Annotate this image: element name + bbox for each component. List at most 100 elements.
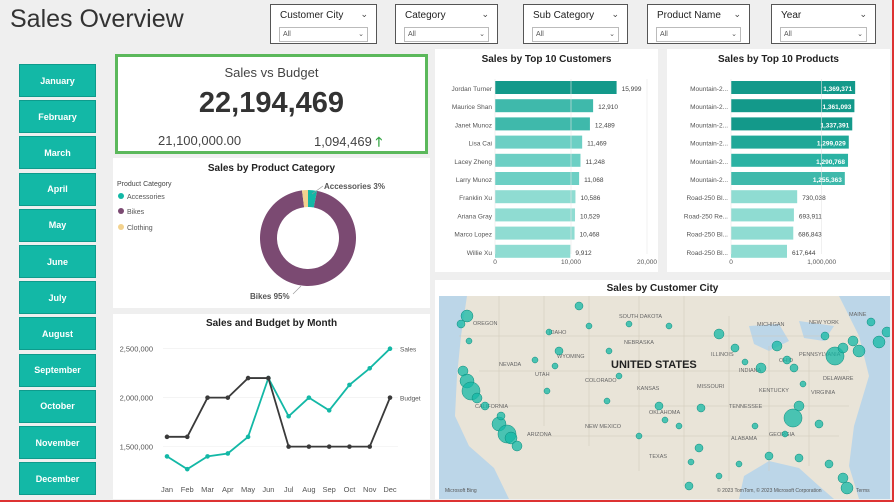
bar[interactable] — [731, 208, 794, 222]
series-point[interactable] — [286, 413, 291, 419]
series-point[interactable] — [347, 382, 352, 388]
city-bubble[interactable] — [480, 401, 490, 411]
bar[interactable] — [495, 153, 581, 167]
city-bubble[interactable] — [755, 362, 767, 374]
city-bubble[interactable] — [781, 430, 789, 438]
series-point[interactable] — [367, 444, 373, 449]
month-button-july[interactable]: July — [19, 281, 96, 315]
city-bubble[interactable] — [496, 411, 506, 421]
bar[interactable] — [495, 99, 594, 113]
city-bubble[interactable] — [872, 335, 886, 349]
city-bubble[interactable] — [574, 301, 584, 311]
series-point[interactable] — [164, 454, 170, 459]
city-bubble[interactable] — [782, 355, 792, 365]
series-line-budget[interactable] — [167, 377, 391, 448]
series-point[interactable] — [367, 365, 373, 371]
series-point[interactable] — [225, 395, 231, 400]
chevron-down-icon[interactable]: ⌄ — [360, 9, 368, 19]
donut-slice-clothing[interactable] — [301, 190, 308, 208]
city-bubble[interactable] — [814, 419, 824, 429]
bar[interactable] — [731, 99, 855, 113]
month-button-september[interactable]: September — [19, 353, 96, 387]
city-bubble[interactable] — [866, 317, 876, 327]
chevron-down-icon[interactable]: ⌄ — [481, 9, 489, 19]
bar[interactable] — [731, 172, 845, 185]
city-bubble[interactable] — [881, 326, 890, 338]
city-bubble[interactable] — [715, 472, 723, 480]
chevron-down-icon[interactable]: ⌄ — [611, 9, 619, 19]
city-bubble[interactable] — [585, 322, 593, 330]
month-button-march[interactable]: March — [19, 136, 96, 170]
series-point[interactable] — [387, 346, 393, 351]
series-point[interactable] — [205, 454, 210, 459]
slicer-dropdown[interactable]: All ⌄ — [279, 27, 368, 42]
series-point[interactable] — [306, 395, 312, 400]
city-bubble[interactable] — [799, 380, 807, 388]
city-bubble[interactable] — [751, 422, 759, 430]
city-bubble[interactable] — [735, 460, 743, 468]
bar[interactable] — [731, 153, 849, 167]
city-bubble[interactable] — [789, 363, 799, 373]
slicer-year[interactable]: Year ⌄ All ⌄ — [771, 4, 876, 44]
month-button-june[interactable]: June — [19, 245, 96, 278]
city-bubble[interactable] — [794, 453, 804, 463]
city-bubble[interactable] — [471, 392, 483, 404]
city-bubble[interactable] — [824, 459, 834, 469]
city-bubble[interactable] — [771, 340, 783, 352]
slicer-category[interactable]: Category ⌄ All ⌄ — [395, 4, 498, 44]
us-map[interactable]: OREGON IDAHO WYOMING SOUTH DAKOTA NEBRASKA NE… — [439, 296, 890, 499]
series-point[interactable] — [326, 444, 332, 449]
bar[interactable] — [495, 81, 617, 94]
slicer-dropdown[interactable]: All ⌄ — [780, 27, 867, 42]
city-bubble[interactable] — [675, 422, 683, 430]
city-bubble[interactable] — [661, 416, 669, 424]
series-point[interactable] — [387, 395, 393, 400]
city-bubble[interactable] — [665, 322, 673, 330]
city-bubble[interactable] — [456, 319, 466, 329]
city-bubble[interactable] — [551, 362, 559, 370]
city-bubble[interactable] — [531, 356, 539, 364]
city-bubble[interactable] — [460, 309, 474, 323]
donut-slice-bikes[interactable] — [260, 190, 357, 286]
bar[interactable] — [495, 135, 583, 149]
month-button-may[interactable]: May — [19, 208, 96, 242]
slicer-dropdown[interactable]: All ⌄ — [404, 27, 489, 42]
series-point[interactable] — [245, 375, 251, 381]
bar[interactable] — [731, 226, 794, 240]
series-point[interactable] — [306, 444, 312, 449]
city-bubble[interactable] — [837, 472, 849, 484]
series-point[interactable] — [184, 466, 190, 472]
city-bubble[interactable] — [852, 344, 866, 358]
city-bubble[interactable] — [783, 408, 803, 428]
city-bubble[interactable] — [694, 443, 704, 453]
city-bubble[interactable] — [764, 451, 774, 461]
chevron-down-icon[interactable]: ⌄ — [859, 9, 867, 19]
slicer-dropdown[interactable]: All ⌄ — [656, 27, 741, 42]
series-point[interactable] — [205, 395, 210, 400]
chevron-down-icon[interactable]: ⌄ — [733, 9, 741, 19]
month-button-october[interactable]: October — [19, 389, 96, 423]
bar[interactable] — [731, 81, 856, 94]
city-bubble[interactable] — [741, 358, 749, 366]
city-bubble[interactable] — [504, 431, 518, 445]
series-point[interactable] — [286, 444, 291, 449]
bar[interactable] — [731, 244, 787, 258]
city-bubble[interactable] — [654, 401, 664, 411]
city-bubble[interactable] — [554, 346, 564, 356]
series-line-sales[interactable] — [166, 348, 391, 471]
city-bubble[interactable] — [847, 335, 859, 347]
slicer-product-name[interactable]: Product Name ⌄ All ⌄ — [647, 4, 750, 44]
city-bubble[interactable] — [840, 481, 854, 495]
series-point[interactable] — [347, 444, 352, 449]
series-point[interactable] — [184, 434, 190, 440]
city-bubble[interactable] — [465, 337, 473, 345]
slicer-dropdown[interactable]: All ⌄ — [532, 27, 619, 42]
slicer-customer-city[interactable]: Customer City ⌄ All ⌄ — [270, 4, 377, 44]
series-point[interactable] — [245, 434, 251, 440]
series-point[interactable] — [164, 434, 170, 440]
city-bubble[interactable] — [730, 343, 740, 353]
slicer-sub-category[interactable]: Sub Category ⌄ All ⌄ — [523, 4, 628, 44]
city-bubble[interactable] — [603, 397, 611, 405]
month-button-november[interactable]: November — [19, 426, 96, 459]
city-bubble[interactable] — [543, 387, 551, 395]
